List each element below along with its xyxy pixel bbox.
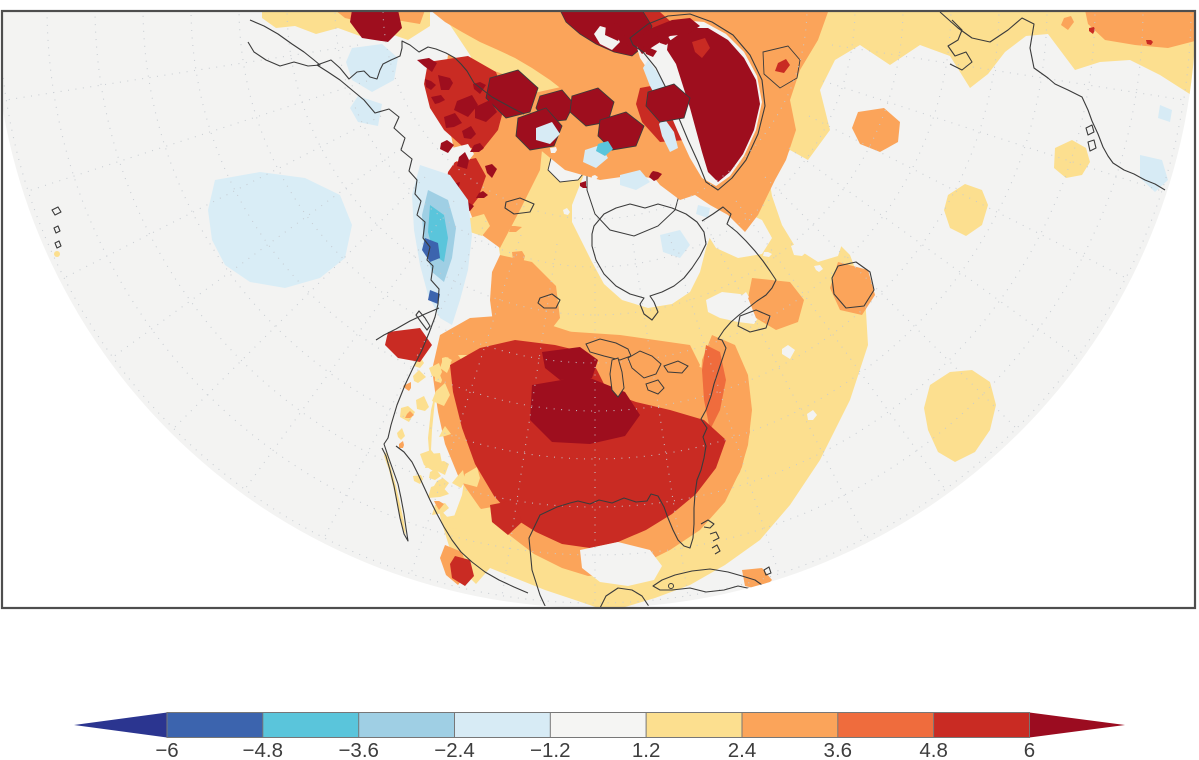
svg-text:−2.4: −2.4 [434,739,474,760]
svg-text:−1.2: −1.2 [530,739,570,760]
svg-text:−4.8: −4.8 [243,739,283,760]
svg-text:6: 6 [1024,739,1035,760]
svg-text:4.8: 4.8 [919,739,948,760]
svg-text:1.2: 1.2 [632,739,661,760]
svg-text:−3.6: −3.6 [338,739,378,760]
svg-text:2.4: 2.4 [728,739,757,760]
svg-text:−6: −6 [155,739,178,760]
svg-text:3.6: 3.6 [824,739,853,760]
